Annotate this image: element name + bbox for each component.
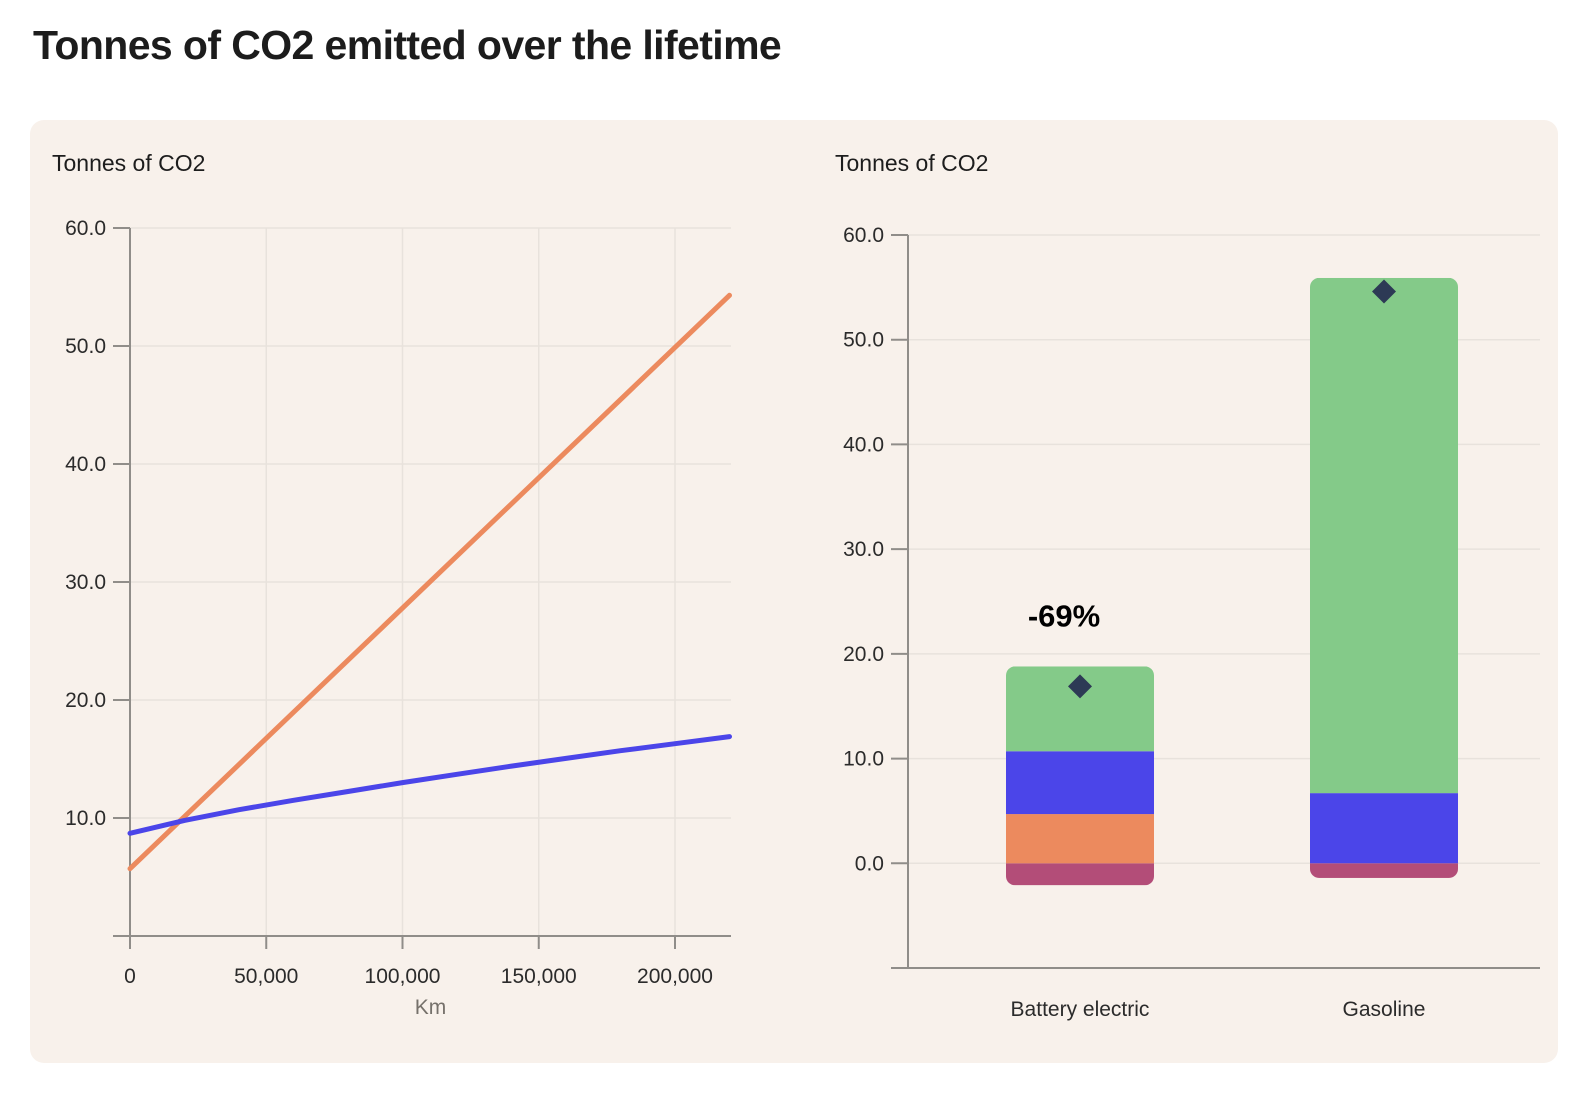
- category-label: Gasoline: [1343, 998, 1426, 1021]
- x-tick-label: 150,000: [501, 965, 577, 988]
- y-tick-label: 60.0: [65, 217, 106, 240]
- page-title: Tonnes of CO2 emitted over the lifetime: [33, 22, 782, 68]
- bar-segment-pink: [1310, 863, 1458, 878]
- y-tick-label: 30.0: [843, 538, 884, 561]
- y-tick-label: 10.0: [843, 748, 884, 771]
- x-tick-label: 50,000: [234, 965, 298, 988]
- x-tick-label: 200,000: [637, 965, 713, 988]
- y-tick-label: 10.0: [65, 807, 106, 830]
- x-tick-label: 0: [124, 965, 136, 988]
- y-tick-label: 60.0: [843, 224, 884, 247]
- bar-1: [1310, 277, 1458, 878]
- line-chart: 60.0 50.0 40.0 30.0 20.0 10.0 0 50,000 100,000 15…: [65, 217, 732, 1019]
- x-axis-label: Km: [415, 996, 447, 1019]
- net-total-marker: [1068, 674, 1092, 699]
- category-label: Battery electric: [1011, 998, 1150, 1021]
- bar-segment-blue: [1006, 751, 1154, 815]
- y-tick-label: 0.0: [855, 852, 884, 875]
- bar-segment-pink: [1006, 863, 1154, 886]
- bar-segment-green: [1310, 277, 1458, 794]
- chart-card: Tonnes of CO2 Tonnes of CO2 60.0 50.0 40.0…: [30, 120, 1558, 1063]
- bar-0: [1006, 666, 1154, 886]
- line-series-orange: [127, 292, 732, 872]
- y-tick-label: 20.0: [65, 689, 106, 712]
- line-chart-title: Tonnes of CO2: [52, 150, 206, 176]
- line-series-blue: [127, 734, 732, 836]
- y-tick-label: 40.0: [843, 433, 884, 456]
- y-tick-label: 50.0: [843, 329, 884, 352]
- y-tick-label: 50.0: [65, 335, 106, 358]
- bar-chart: 60.0 50.0 40.0 30.0 20.0 10.0 0.0 Battery elect…: [843, 224, 1540, 1021]
- annotation-label: -69%: [1028, 598, 1100, 633]
- y-tick-label: 40.0: [65, 453, 106, 476]
- bar-segment-orange: [1006, 814, 1154, 864]
- y-tick-label: 30.0: [65, 571, 106, 594]
- bar-segment-blue: [1310, 793, 1458, 864]
- y-tick-label: 20.0: [843, 643, 884, 666]
- bar-chart-title: Tonnes of CO2: [835, 150, 989, 176]
- net-total-marker: [1372, 279, 1396, 304]
- x-tick-label: 100,000: [365, 965, 441, 988]
